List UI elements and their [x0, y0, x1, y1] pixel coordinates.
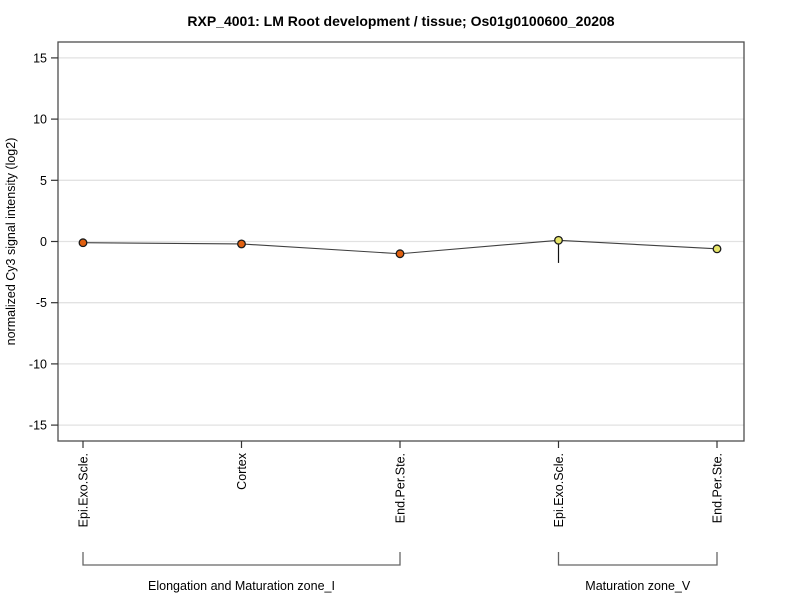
y-tick-label: 0	[40, 235, 47, 249]
y-tick-label: 15	[33, 51, 47, 65]
data-point	[554, 235, 563, 245]
data-point	[78, 238, 88, 248]
x-tick-label: End.Per.Ste.	[711, 453, 725, 523]
y-tick-label: -10	[29, 357, 47, 371]
y-tick-label: 5	[40, 174, 47, 188]
group-label: Maturation zone_V	[585, 579, 691, 593]
x-tick-label: Epi.Exo.Scle.	[77, 453, 91, 527]
plot-area: 15 10 5 0 -5 -10 -15 Epi.Exo.Scle. Cortex End.Per…	[29, 41, 745, 593]
x-tick-label: End.Per.Ste.	[394, 453, 408, 523]
y-tick-label: 10	[33, 113, 47, 127]
data-point	[395, 249, 405, 259]
x-tick-label: Epi.Exo.Scle.	[552, 453, 566, 527]
y-tick-label: -5	[36, 296, 47, 310]
data-point	[712, 244, 722, 254]
group-bracket	[82, 552, 401, 566]
y-tick-label: -15	[29, 419, 47, 433]
group-bracket	[557, 552, 718, 566]
data-point	[237, 239, 246, 249]
group-label: Elongation and Maturation zone_I	[148, 579, 335, 593]
y-axis-label: normalized Cy3 signal intensity (log2)	[4, 138, 18, 346]
chart-title: RXP_4001: LM Root development / tissue; …	[187, 13, 614, 29]
x-tick-label: Cortex	[235, 452, 249, 490]
